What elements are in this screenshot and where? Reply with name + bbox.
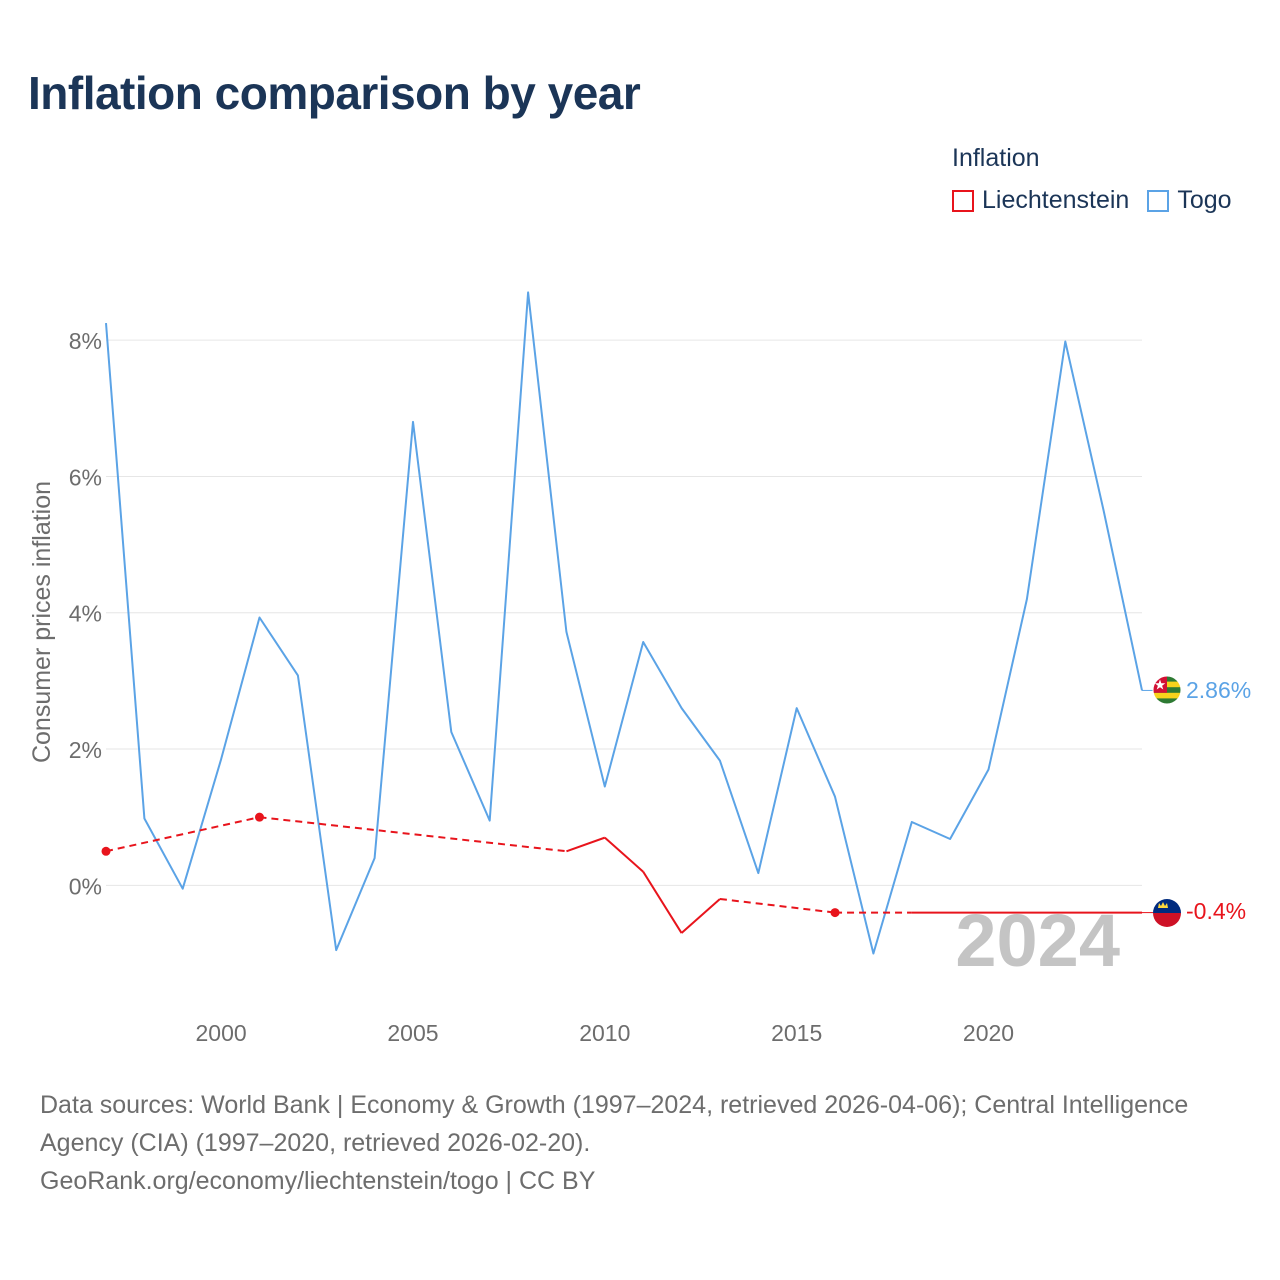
series-togo xyxy=(105,291,1153,955)
liechtenstein-segment[interactable] xyxy=(719,897,836,914)
liechtenstein-segment[interactable] xyxy=(566,836,606,853)
chart: 0% 2% 4% 6% 8% 2000 2005 2010 2015 2020 Consumer… xyxy=(28,291,1251,1046)
togo-flag-icon xyxy=(1153,676,1181,704)
y-axis-label: Consumer prices inflation xyxy=(28,481,56,763)
liechtenstein-segment[interactable] xyxy=(259,816,567,853)
togo-line[interactable] xyxy=(105,291,1143,955)
legend-item-togo[interactable]: Togo xyxy=(1147,186,1232,215)
data-sources: Data sources: World Bank | Economy & Gro… xyxy=(40,1091,1189,1157)
legend: Liechtenstein Togo xyxy=(952,186,1250,215)
x-axis-ticks: 2000 2005 2010 2015 2020 xyxy=(196,1020,1015,1046)
legend-swatch-togo xyxy=(1147,189,1170,212)
liechtenstein-segment[interactable] xyxy=(604,836,644,873)
legend-label-togo: Togo xyxy=(1177,186,1232,214)
legend-label-liechtenstein: Liechtenstein xyxy=(982,186,1130,214)
gridlines xyxy=(106,339,1142,886)
x-tick-label: 2010 xyxy=(579,1020,630,1046)
liechtenstein-marker[interactable] xyxy=(830,908,840,918)
legend-title: Inflation xyxy=(952,144,1040,172)
year-watermark: 2024 xyxy=(955,899,1120,982)
liechtenstein-flag-icon xyxy=(1153,899,1181,927)
x-tick-label: 2015 xyxy=(771,1020,822,1046)
liechtenstein-segment[interactable] xyxy=(680,898,721,934)
liechtenstein-segment[interactable] xyxy=(105,816,260,853)
legend-item-liechtenstein[interactable]: Liechtenstein xyxy=(952,186,1129,215)
togo-flag-border xyxy=(1152,675,1182,705)
y-axis-ticks: 0% 2% 4% 6% 8% xyxy=(69,328,102,899)
footer: Data sources: World Bank | Economy & Gro… xyxy=(40,1086,1240,1200)
liechtenstein-marker[interactable] xyxy=(254,812,264,822)
x-tick-label: 2000 xyxy=(196,1020,247,1046)
legend-swatch-liechtenstein xyxy=(952,189,974,212)
x-tick-label: 2020 xyxy=(963,1020,1014,1046)
y-tick-label: 8% xyxy=(69,328,102,354)
y-tick-label: 6% xyxy=(69,464,102,490)
source-link[interactable]: GeoRank.org/economy/liechtenstein/togo |… xyxy=(40,1167,596,1195)
togo-end-label: 2.86% xyxy=(1186,677,1251,703)
y-tick-label: 4% xyxy=(69,601,102,627)
chart-title: Inflation comparison by year xyxy=(28,67,641,119)
liechtenstein-segment[interactable] xyxy=(642,871,683,934)
x-tick-label: 2005 xyxy=(387,1020,438,1046)
liechtenstein-end-label: -0.4% xyxy=(1186,898,1246,924)
y-tick-label: 0% xyxy=(69,873,102,899)
series-liechtenstein xyxy=(101,812,1153,934)
liechtenstein-marker[interactable] xyxy=(101,846,111,856)
y-tick-label: 2% xyxy=(69,737,102,763)
